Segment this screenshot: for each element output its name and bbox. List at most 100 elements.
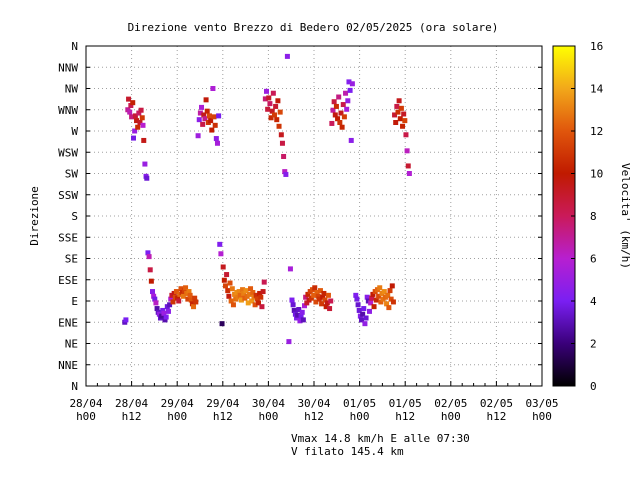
data-point xyxy=(265,106,271,112)
data-point xyxy=(289,297,295,303)
data-point xyxy=(175,295,181,301)
data-point xyxy=(311,292,317,298)
x-tick-label-date: 01/05 xyxy=(343,397,376,410)
data-point xyxy=(277,109,283,115)
data-point xyxy=(152,296,158,302)
data-point xyxy=(362,321,368,327)
x-tick-label-date: 02/05 xyxy=(434,397,467,410)
data-point xyxy=(132,113,138,119)
data-point xyxy=(392,112,398,118)
data-point xyxy=(299,309,305,315)
data-point xyxy=(136,110,142,116)
data-point xyxy=(355,302,361,308)
data-point xyxy=(188,297,194,303)
data-point xyxy=(353,292,359,298)
y-tick-label: WNW xyxy=(58,104,78,117)
data-point xyxy=(279,140,285,146)
data-point xyxy=(390,299,396,305)
colorbar-tick-label: 10 xyxy=(590,168,603,181)
y-tick-label: E xyxy=(71,295,78,308)
data-point xyxy=(394,103,400,109)
x-axis-ticks: 28/04h0028/04h1229/04h0029/04h1230/04h00… xyxy=(69,381,559,423)
data-point xyxy=(268,115,274,121)
colorbar-tick-label: 14 xyxy=(590,83,604,96)
data-point xyxy=(271,112,277,118)
data-point xyxy=(191,304,197,310)
x-tick-label-hour: h00 xyxy=(258,410,278,423)
x-tick-label-date: 30/04 xyxy=(252,397,285,410)
data-point xyxy=(249,298,255,304)
data-point xyxy=(348,137,354,143)
data-point xyxy=(241,290,247,296)
data-point xyxy=(349,81,355,87)
data-point xyxy=(402,118,408,124)
data-point xyxy=(330,107,336,113)
data-point xyxy=(267,101,273,107)
data-point xyxy=(141,137,147,143)
data-point xyxy=(284,53,290,59)
x-tick-label-date: 03/05 xyxy=(525,397,558,410)
data-point xyxy=(343,90,349,96)
data-point xyxy=(319,301,325,307)
data-point xyxy=(315,293,321,299)
data-point xyxy=(202,116,208,122)
colorbar-label: Velocita' (km/h) xyxy=(619,163,632,269)
x-tick-label-hour: h00 xyxy=(350,410,370,423)
data-point xyxy=(130,100,136,106)
data-point xyxy=(325,292,331,298)
data-point xyxy=(225,288,231,294)
data-point xyxy=(165,308,171,314)
data-point xyxy=(286,339,292,345)
y-tick-label: NE xyxy=(65,338,78,351)
data-point xyxy=(203,97,209,103)
data-point xyxy=(180,293,186,299)
data-point xyxy=(126,96,132,102)
data-point xyxy=(178,286,184,292)
data-point xyxy=(200,121,206,127)
data-point xyxy=(294,315,300,321)
data-point xyxy=(207,113,212,119)
data-point xyxy=(386,305,392,311)
y-tick-label: NNE xyxy=(58,359,78,372)
data-point xyxy=(227,280,233,286)
data-point xyxy=(201,112,207,118)
data-point xyxy=(314,290,320,295)
data-point xyxy=(389,283,395,289)
data-point xyxy=(381,289,387,295)
data-point xyxy=(211,114,217,120)
data-point xyxy=(397,116,403,122)
data-point xyxy=(388,296,394,302)
x-tick-label-date: 29/04 xyxy=(161,397,194,410)
data-point xyxy=(290,302,296,308)
data-point xyxy=(142,161,148,167)
data-point xyxy=(189,301,195,307)
data-point xyxy=(134,118,140,124)
x-tick-label-hour: h12 xyxy=(122,410,142,423)
y-tick-label: WSW xyxy=(58,146,78,159)
data-point xyxy=(252,302,258,308)
data-point xyxy=(224,272,230,278)
data-point xyxy=(405,163,411,169)
data-point xyxy=(195,133,201,139)
x-tick-label-hour: h00 xyxy=(76,410,96,423)
data-point xyxy=(270,90,276,96)
data-point xyxy=(161,310,167,316)
data-point xyxy=(287,266,293,272)
data-point xyxy=(354,296,360,302)
data-point xyxy=(159,313,165,319)
data-point xyxy=(230,302,236,308)
y-tick-label: ENE xyxy=(58,316,78,329)
footer-distance: V filato 145.4 km xyxy=(291,445,404,458)
plot-frame xyxy=(85,45,543,387)
data-point xyxy=(327,306,333,312)
x-tick-label-hour: h12 xyxy=(213,410,233,423)
data-point xyxy=(246,291,252,297)
data-point xyxy=(256,300,262,306)
data-point xyxy=(135,124,141,130)
data-point xyxy=(229,286,235,292)
data-point xyxy=(312,285,318,291)
data-point xyxy=(269,108,275,114)
data-point xyxy=(266,95,272,101)
data-point xyxy=(385,292,391,298)
